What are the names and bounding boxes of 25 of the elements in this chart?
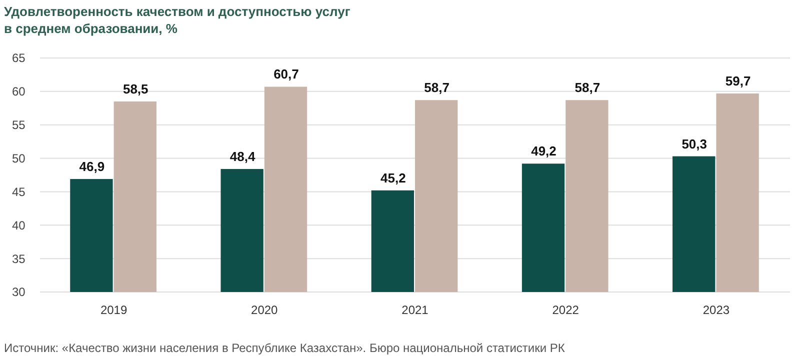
data-label: 49,2	[531, 144, 556, 159]
y-tick-label: 40	[12, 218, 26, 232]
text: Источник: «Качество жизни населения в Республике Казахстан». Бюро национальной статистики РК	[4, 341, 565, 355]
y-tick-label: 60	[12, 84, 26, 99]
data-label: 46,9	[79, 159, 105, 174]
data-label: 59,7	[725, 73, 751, 88]
y-tick-label: 35	[12, 252, 26, 266]
data-label: 45,2	[380, 170, 406, 186]
x-tick-label: 2019	[100, 303, 128, 317]
data-label: 60,7	[274, 66, 299, 82]
x-tick-label: 2022	[552, 303, 580, 317]
y-tick-label: 55	[12, 118, 26, 132]
data-label: 58,7	[424, 80, 450, 96]
y-tick-label: 30	[12, 285, 26, 300]
data-label: 50,3	[682, 136, 708, 152]
y-tick-label: 50	[12, 151, 26, 166]
data-label: 48,4	[230, 148, 256, 164]
x-tick-label: 2020	[251, 303, 278, 317]
x-tick-label: 2021	[402, 303, 429, 317]
y-tick-label: 65	[12, 51, 26, 66]
y-tick-label: 45	[12, 184, 26, 199]
x-tick-label: 2023	[702, 303, 730, 317]
data-label: 58,7	[574, 80, 600, 96]
chart-title: Удовлетворенность качеством и доступностью услуг в среднем образовании, %	[4, 4, 351, 36]
data-label: 58,5	[122, 81, 148, 96]
